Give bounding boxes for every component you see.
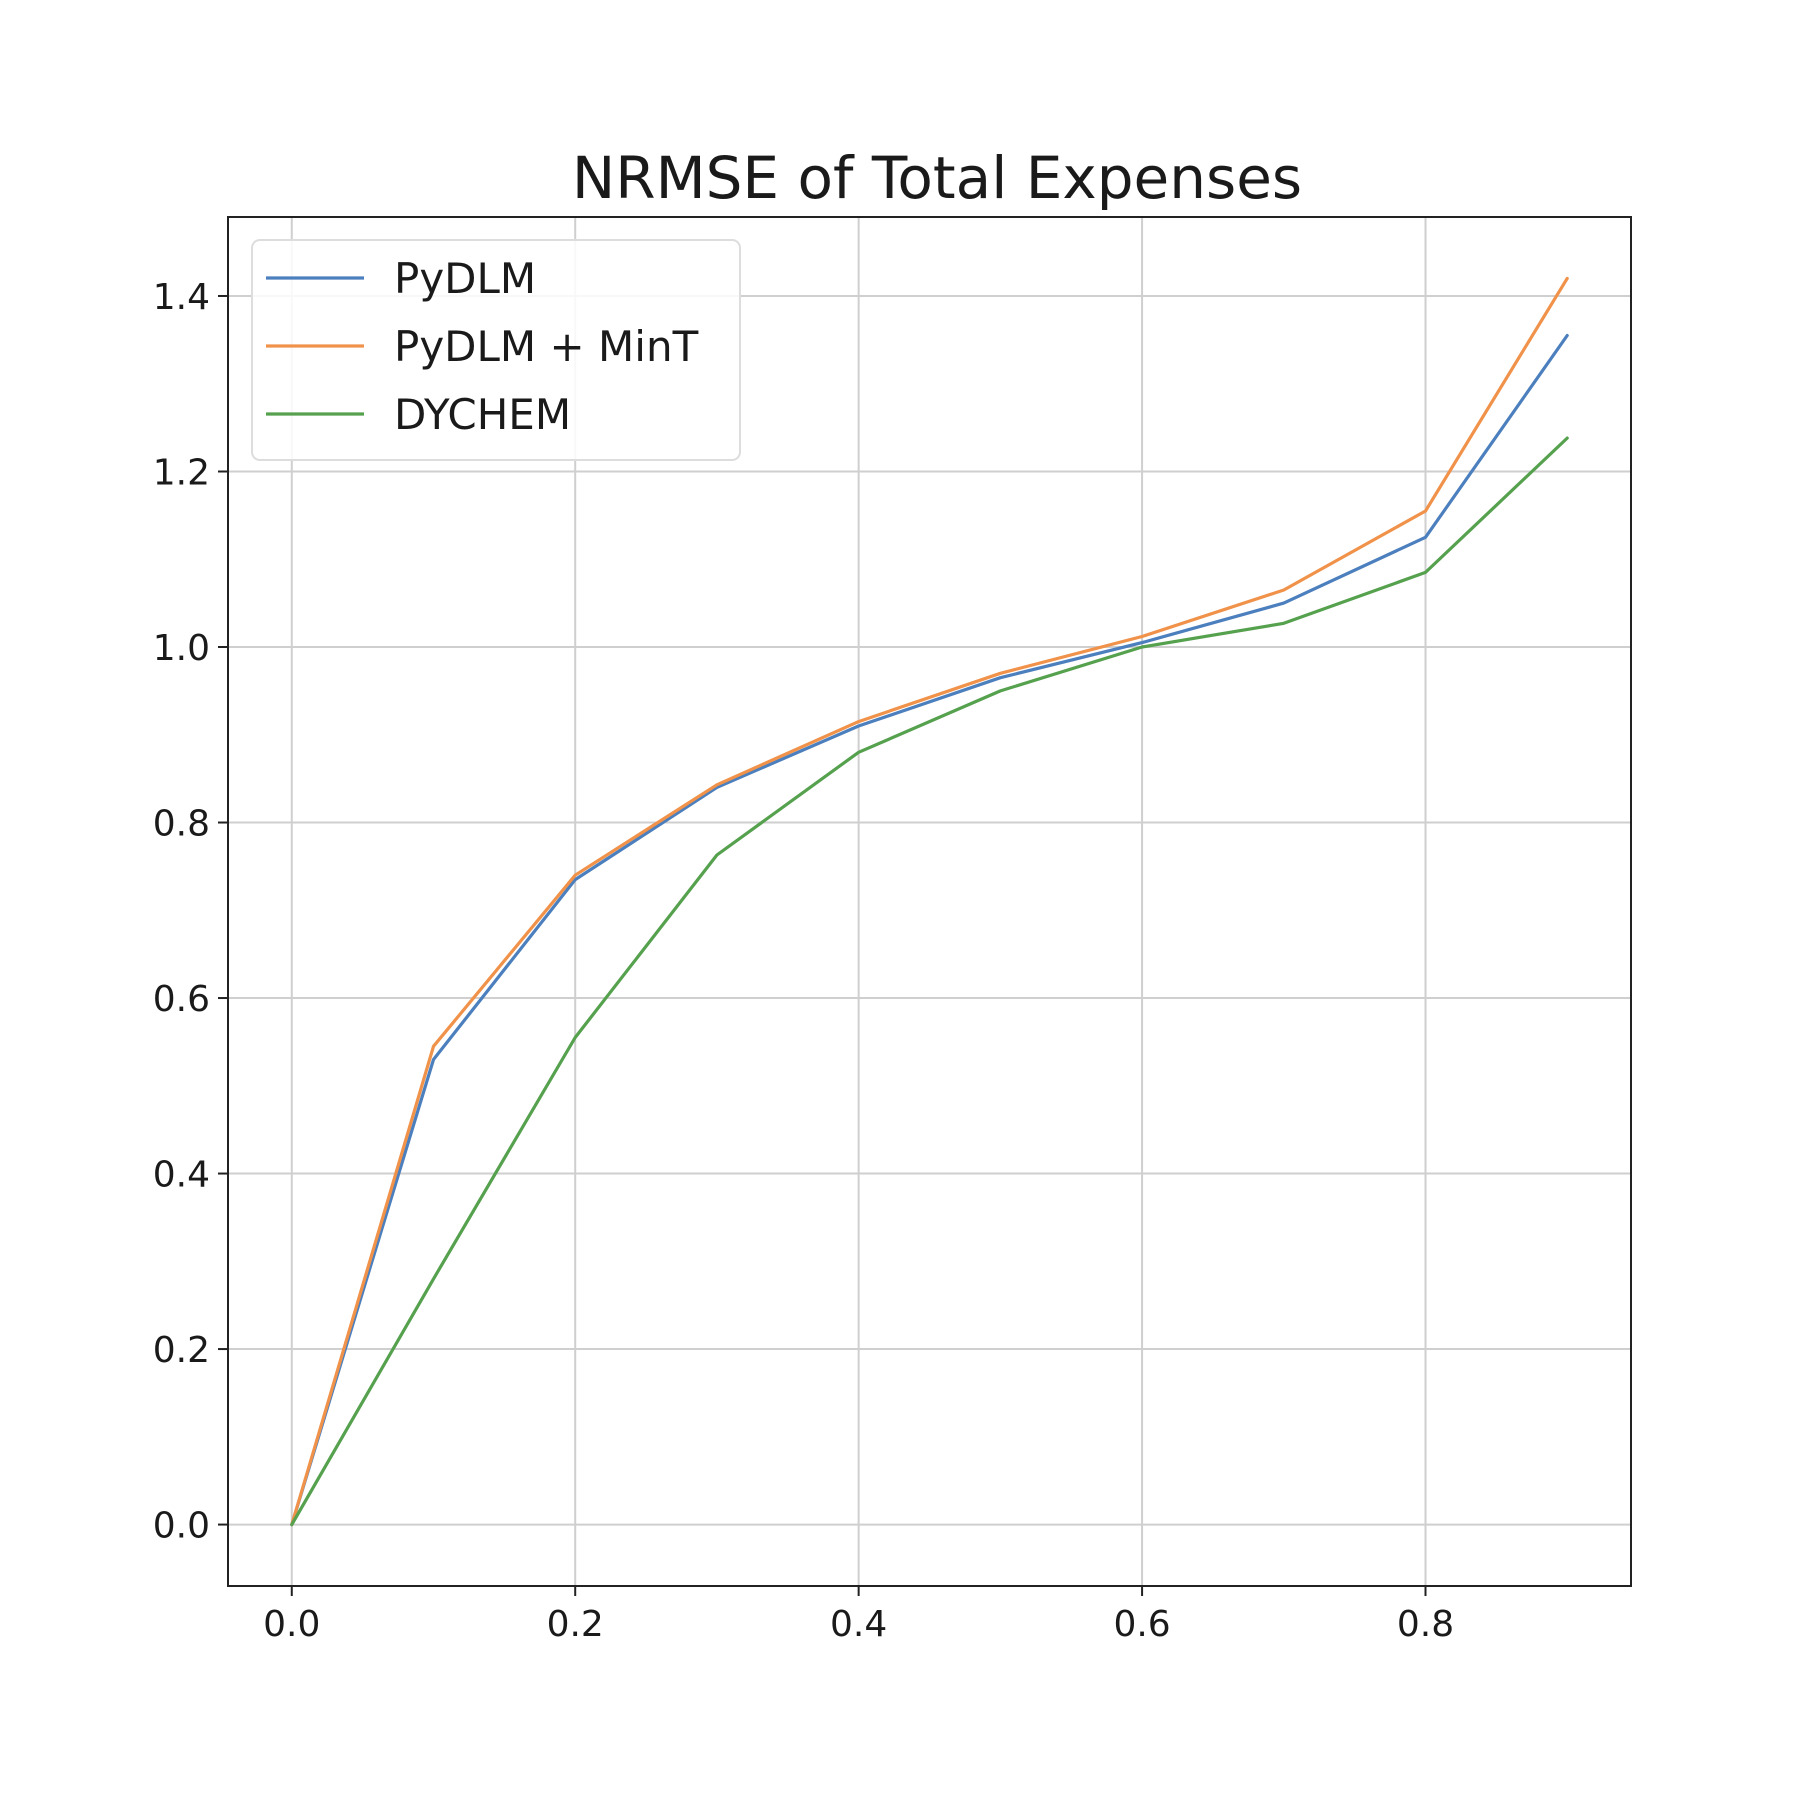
legend-label: DYCHEM <box>394 390 571 439</box>
y-tick-label: 0.4 <box>153 1155 210 1196</box>
x-tick-label: 0.8 <box>1397 1604 1454 1645</box>
y-tick-label: 0.6 <box>153 979 210 1020</box>
x-tick-label: 0.2 <box>547 1604 604 1645</box>
legend: PyDLM PyDLM + MinT DYCHEM <box>251 239 741 461</box>
series-line-dychem <box>290 436 1569 1527</box>
series-lines <box>290 276 1569 1527</box>
legend-box <box>251 239 741 461</box>
x-tick-label: 0.0 <box>263 1604 320 1645</box>
y-tick-label: 1.0 <box>153 628 210 669</box>
chart-title: NRMSE of Total Expenses <box>572 144 1302 212</box>
x-axis-ticks: 0.0 0.2 0.4 0.6 0.8 <box>263 1586 1454 1645</box>
legend-label: PyDLM + MinT <box>394 322 699 371</box>
x-tick-label: 0.6 <box>1113 1604 1170 1645</box>
plot-frame <box>227 216 1632 1587</box>
y-axis-ticks: 0.0 0.2 0.4 0.6 0.8 1.0 1.2 1.4 <box>153 277 228 1547</box>
grid <box>228 217 1631 1586</box>
series-line-pydlm-mint <box>290 276 1569 1527</box>
series-line-pydlm <box>290 333 1569 1527</box>
x-tick-label: 0.4 <box>830 1604 887 1645</box>
y-tick-label: 0.0 <box>153 1506 210 1547</box>
y-tick-label: 0.8 <box>153 804 210 845</box>
y-tick-label: 0.2 <box>153 1330 210 1371</box>
y-tick-label: 1.2 <box>153 452 210 493</box>
legend-label: PyDLM <box>394 254 536 303</box>
y-tick-label: 1.4 <box>153 277 210 318</box>
